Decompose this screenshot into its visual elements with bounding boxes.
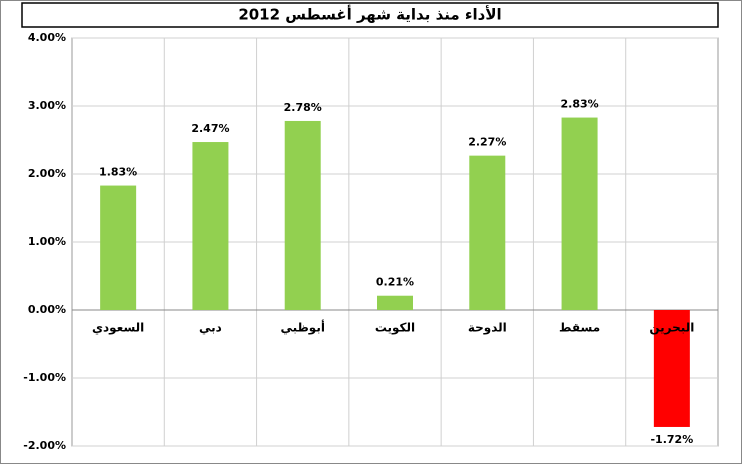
y-tick-label: -1.00% — [23, 371, 66, 384]
data-label: 2.47% — [191, 122, 229, 135]
x-tick-label: دبي — [199, 321, 222, 335]
y-tick-label: 4.00% — [28, 31, 66, 44]
x-tick-label: الدوحة — [468, 321, 507, 336]
y-tick-label: 3.00% — [28, 99, 66, 112]
chart-title: الأداء منذ بداية شهر أغسطس 2012 — [238, 5, 501, 24]
x-tick-label: أبوظبي — [280, 320, 324, 336]
data-label: 0.21% — [376, 276, 414, 289]
data-label: 2.78% — [284, 101, 322, 114]
x-tick-label: البحرين — [649, 321, 694, 335]
bar — [284, 120, 321, 311]
y-tick-label: 1.00% — [28, 235, 66, 248]
data-label: 2.27% — [468, 136, 506, 149]
bar — [653, 310, 690, 427]
bar — [100, 185, 137, 310]
data-label: 2.83% — [560, 98, 598, 111]
x-tick-label: السعودي — [92, 321, 144, 336]
y-tick-label: -2.00% — [23, 439, 66, 452]
bar — [561, 117, 598, 310]
y-tick-label: 0.00% — [28, 303, 66, 316]
data-label: -1.72% — [650, 433, 693, 446]
data-label: 1.83% — [99, 166, 137, 179]
title-box — [21, 2, 719, 28]
bar — [469, 155, 506, 310]
bar — [192, 142, 229, 310]
x-tick-label: الكويت — [375, 321, 415, 336]
bar — [377, 295, 413, 310]
x-tick-label: مسقط — [559, 321, 600, 335]
y-tick-label: 2.00% — [28, 167, 66, 180]
